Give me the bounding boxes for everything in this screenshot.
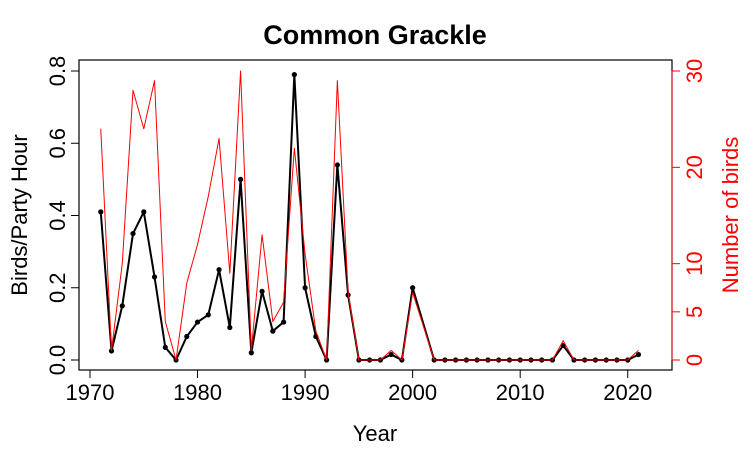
rate-line (99, 73, 639, 361)
rate-point (98, 209, 104, 215)
x-axis-label: Year (353, 421, 397, 446)
rate-point (205, 312, 211, 318)
rate-point (194, 319, 201, 325)
y2-tick-label: 5 (682, 306, 707, 318)
rate-point (227, 324, 233, 331)
rate-point (334, 162, 340, 168)
rate-point (119, 303, 125, 309)
series-layer (98, 70, 642, 363)
y-axis-right: 0 5 10 20 30 (671, 59, 707, 366)
x-tick-label: 1980 (173, 380, 222, 405)
rate-point (184, 333, 190, 340)
rate-point (162, 344, 168, 350)
x-axis: 1970 1980 1990 2000 2010 2020 (66, 369, 652, 405)
y2-tick-label: 30 (682, 59, 707, 83)
y-tick-label: 0.2 (45, 272, 70, 303)
count-line (100, 70, 639, 361)
y-axis-label: Birds/Party Hour (7, 134, 32, 295)
rate-point (302, 285, 308, 291)
rate-point (388, 351, 394, 358)
x-tick-label: 1990 (281, 380, 330, 405)
rate-point (270, 328, 276, 334)
rate-point (130, 230, 136, 237)
x-tick-label: 2000 (388, 380, 437, 405)
y-tick-label: 0.4 (45, 200, 70, 231)
y-tick-label: 0.0 (45, 345, 70, 376)
y2-axis-label: Number of birds (718, 137, 743, 294)
x-tick-label: 1970 (66, 380, 115, 405)
chart-title: Common Grackle (263, 20, 487, 50)
x-tick-label: 2020 (603, 380, 652, 405)
y2-tick-label: 0 (682, 354, 707, 366)
rate-point (141, 209, 147, 215)
rate-point (259, 288, 265, 294)
rate-point (410, 285, 416, 291)
rate-point (291, 72, 297, 78)
rate-point (237, 176, 244, 182)
x-tick-label: 2010 (496, 380, 545, 405)
rate-point (280, 319, 287, 325)
rate-point (151, 274, 158, 280)
y2-tick-label: 10 (682, 251, 707, 275)
plot-frame (78, 59, 673, 371)
rate-point (108, 348, 115, 354)
y-axis-left: 0.0 0.2 0.4 0.6 0.8 (45, 56, 80, 376)
rate-point (635, 351, 642, 358)
rate-point (560, 342, 566, 349)
y-tick-label: 0.6 (45, 128, 70, 159)
y2-tick-label: 20 (682, 155, 707, 179)
rate-point (216, 267, 222, 273)
rate-point (248, 350, 254, 356)
y-tick-label: 0.8 (45, 56, 70, 87)
